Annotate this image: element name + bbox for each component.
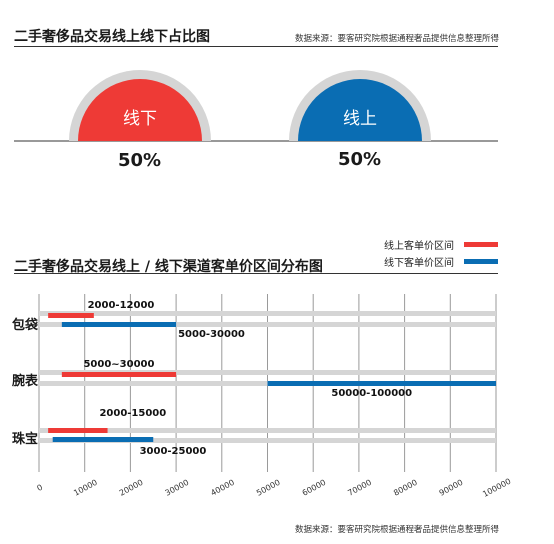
offline-range-label: 3000-25000 <box>140 446 207 457</box>
footer-source: 数据来源：要客研究院根据通程奢品提供信息整理所得 <box>294 525 499 535</box>
legend-offline-swatch <box>464 259 498 264</box>
header-divider <box>14 46 498 47</box>
half-donut-gauges: 线下 线上 <box>14 70 498 142</box>
offline-range-label: 5000-30000 <box>178 329 245 340</box>
row-track <box>39 438 496 443</box>
offline-gauge-label: 线下 <box>123 109 157 129</box>
range-bar-chart: 2000-12000 5000-30000 5000~30000 50000-1000… <box>35 294 512 499</box>
x-tick-label: 70000 <box>346 478 373 498</box>
online-gauge-label: 线上 <box>343 109 377 129</box>
online-range-bar <box>48 313 94 318</box>
online-gauge-fill <box>298 79 422 141</box>
online-range-label: 2000-15000 <box>99 408 166 419</box>
legend-offline-label: 线下客单价区间 <box>384 258 454 269</box>
x-tick-label: 30000 <box>164 478 191 498</box>
x-tick-label: 80000 <box>392 478 419 498</box>
x-tick-label: 50000 <box>255 478 282 498</box>
legend-online-swatch <box>464 242 498 247</box>
offline-percent: 50% <box>118 150 162 171</box>
bar-chart-divider <box>14 273 498 274</box>
offline-range-bar <box>52 437 154 442</box>
x-tick-label: 40000 <box>209 478 236 498</box>
x-tick-label: 10000 <box>72 478 99 498</box>
online-range-label: 2000-12000 <box>88 300 155 311</box>
row-track <box>39 428 496 433</box>
row-track <box>39 322 496 327</box>
legend-online-label: 线上客单价区间 <box>384 241 454 252</box>
offline-range-bar <box>61 322 177 327</box>
x-tick-label: 0 <box>35 483 44 493</box>
x-tick-label: 100000 <box>481 477 512 499</box>
offline-range-bar <box>267 381 496 386</box>
row-track <box>39 370 496 375</box>
online-range-label: 5000~30000 <box>83 359 154 370</box>
row-track <box>39 311 496 316</box>
bar-chart-title: 二手奢侈品交易线上 / 线下渠道客单价区间分布图 <box>14 259 323 275</box>
pie-chart-title: 二手奢侈品交易线上线下占比图 <box>14 29 210 45</box>
online-percent: 50% <box>338 149 382 170</box>
offline-gauge-fill <box>78 79 202 141</box>
online-range-bar <box>48 428 108 433</box>
x-tick-label: 90000 <box>438 478 465 498</box>
x-tick-label: 60000 <box>301 478 328 498</box>
category-label-bags: 包袋 <box>12 318 39 333</box>
offline-range-label: 50000-100000 <box>331 388 412 399</box>
online-range-bar <box>61 372 177 377</box>
header-source: 数据来源：要客研究院根据通程奢品提供信息整理所得 <box>294 34 499 44</box>
category-label-watches: 腕表 <box>12 374 39 389</box>
category-label-jewelry: 珠宝 <box>12 432 39 447</box>
x-tick-label: 20000 <box>118 478 145 498</box>
